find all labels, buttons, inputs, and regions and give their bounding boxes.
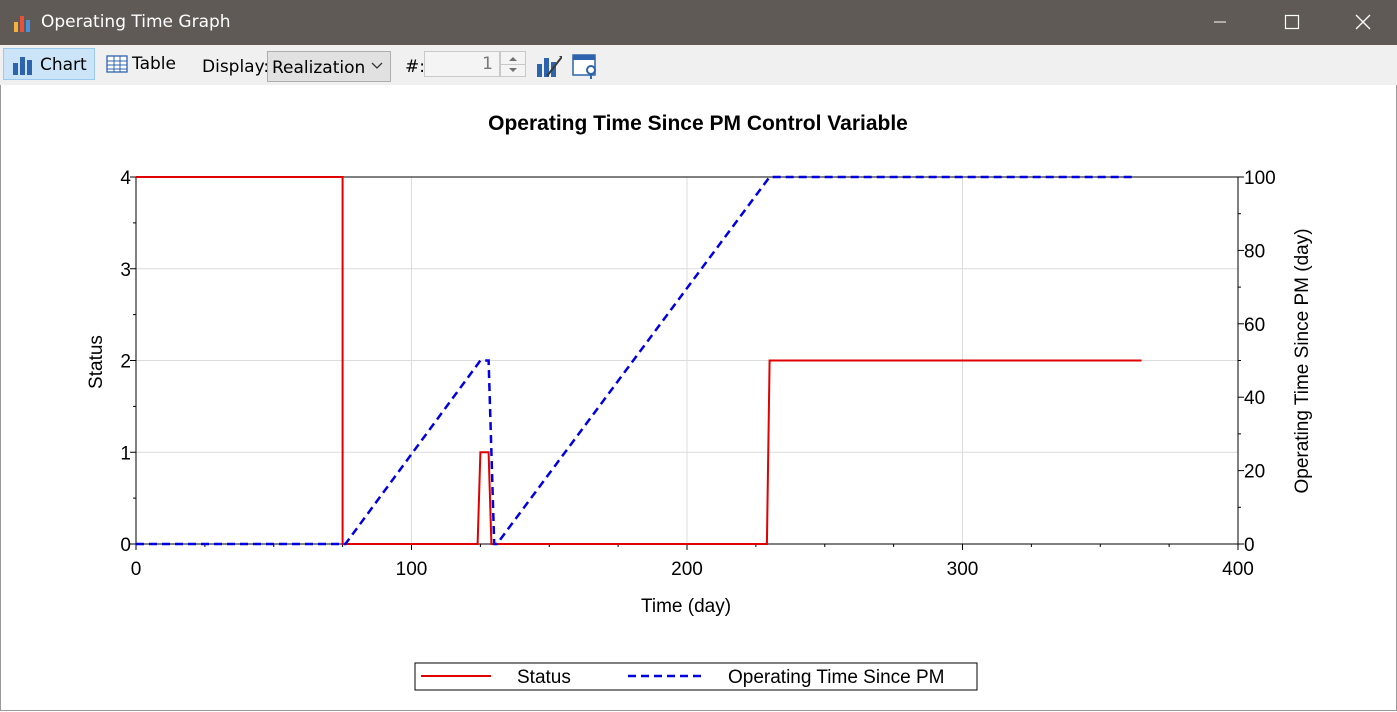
close-button[interactable] xyxy=(1340,0,1386,45)
stepper-down-button[interactable] xyxy=(501,64,525,76)
window-title: Operating Time Graph xyxy=(41,12,231,32)
close-icon xyxy=(1355,14,1371,30)
chart-area: Operating Time Since PM Control Variable… xyxy=(86,112,1313,691)
y-tick-label: 2 xyxy=(120,352,131,373)
maximize-button[interactable] xyxy=(1269,0,1315,45)
chevron-up-icon xyxy=(509,57,517,61)
minimize-button[interactable] xyxy=(1198,0,1244,45)
y2-tick-label: 0 xyxy=(1244,535,1255,556)
table-view-label: Table xyxy=(132,54,176,74)
minimize-icon xyxy=(1214,21,1226,23)
bar-chart-icon xyxy=(13,57,32,75)
table-icon xyxy=(106,55,128,73)
title-bar: Operating Time Graph xyxy=(0,0,1397,45)
legend: Status Operating Time Since PM xyxy=(414,662,978,691)
grid xyxy=(136,177,1238,544)
y-tick-label: 3 xyxy=(120,260,131,281)
y2-tick-label: 100 xyxy=(1244,168,1276,189)
realization-number-input[interactable]: 1 xyxy=(424,51,500,77)
chart-app-icon xyxy=(14,16,30,32)
x-tick-label: 100 xyxy=(396,559,428,580)
y2-tick-label: 60 xyxy=(1244,315,1265,336)
display-select-value: Realization xyxy=(272,58,366,78)
y2-axis-label: Operating Time Since PM (day) xyxy=(1292,228,1313,493)
realization-number-stepper xyxy=(500,51,526,77)
y2-tick-label: 40 xyxy=(1244,388,1265,409)
stepper-up-button[interactable] xyxy=(501,52,525,65)
chevron-down-small-icon xyxy=(509,68,517,72)
series-line-operating-time-since-pm xyxy=(136,175,1134,546)
y2-tick-label: 80 xyxy=(1244,241,1265,262)
series-line-status xyxy=(136,176,1142,545)
y2-tick-label: 20 xyxy=(1244,462,1265,483)
y-tick-label: 4 xyxy=(120,168,131,189)
chart-properties-icon[interactable] xyxy=(535,52,563,80)
window-settings-icon[interactable] xyxy=(571,52,599,80)
chevron-down-icon xyxy=(371,62,383,69)
maximize-icon xyxy=(1284,14,1300,30)
toolbar: Chart Table Display: Realization #: 1 xyxy=(0,45,1397,85)
x-axis-label: Time (day) xyxy=(641,596,731,617)
chart-title: Operating Time Since PM Control Variable xyxy=(488,112,908,135)
number-label: #: xyxy=(405,57,425,77)
display-label: Display: xyxy=(202,57,270,77)
legend-operating-time-label: Operating Time Since PM xyxy=(728,667,944,688)
display-select[interactable]: Realization xyxy=(267,51,391,82)
x-tick-label: 300 xyxy=(947,559,979,580)
y-tick-label: 1 xyxy=(120,443,131,464)
x-tick-label: 400 xyxy=(1222,559,1254,580)
x-tick-label: 200 xyxy=(671,559,703,580)
legend-status-label: Status xyxy=(517,667,571,688)
y-tick-label: 0 xyxy=(120,535,131,556)
chart-view-button[interactable]: Chart xyxy=(3,48,95,80)
chart-view-label: Chart xyxy=(40,55,87,75)
series-layer xyxy=(136,175,1142,546)
y-axis-label: Status xyxy=(86,335,107,389)
x-tick-label: 0 xyxy=(131,559,142,580)
table-view-button[interactable]: Table xyxy=(98,48,184,80)
